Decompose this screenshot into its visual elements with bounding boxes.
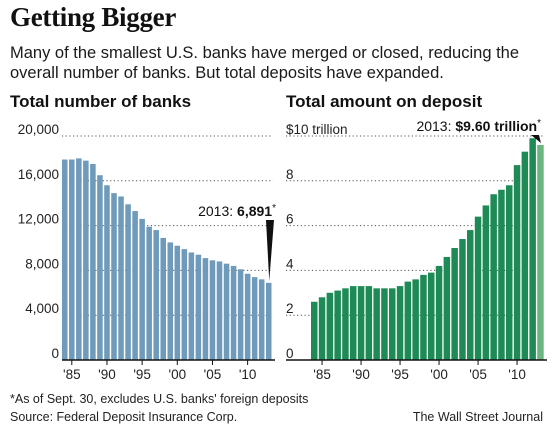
bar (209, 260, 216, 360)
bar (265, 282, 272, 360)
bar (357, 286, 365, 360)
bar (174, 245, 181, 360)
bar (83, 160, 89, 360)
deposits-panel-title: Total amount on deposit (286, 92, 483, 111)
y-tick-label: 0 (286, 346, 294, 361)
bar (435, 265, 443, 360)
bar (506, 185, 513, 360)
y-tick-label: 4,000 (25, 301, 59, 316)
bar (428, 272, 435, 360)
bar (118, 196, 124, 360)
x-tick-label: '90 (98, 367, 116, 382)
bar (195, 254, 202, 360)
y-tick-label: 8,000 (25, 256, 59, 271)
bar (537, 144, 544, 360)
banks-bar-chart: 0 4,000 8,000 12,000 16,000 20,000 '85 '90 '95 '0… (18, 122, 276, 382)
bar (373, 288, 380, 360)
x-tick-label: '85 (63, 367, 81, 382)
bar (396, 286, 404, 360)
bar (498, 189, 505, 360)
bar (350, 286, 357, 360)
bar (467, 230, 474, 360)
bar (111, 193, 117, 360)
y-tick-label: 6 (286, 212, 294, 227)
x-tick-label: '00 (169, 367, 187, 382)
annotation-pointer (531, 135, 541, 143)
bar (342, 288, 349, 360)
bar (365, 286, 373, 360)
footnote: *As of Sept. 30, excludes U.S. banks' fo… (10, 392, 309, 406)
deposits-bar-chart: 0 2 4 6 8 $10 trillion '85 '90 '95 '00 '05 '10 2013:… (286, 118, 547, 382)
annotation-label: 2013: 6,891* (198, 203, 276, 219)
x-tick-label: '00 (430, 367, 448, 382)
bar (381, 288, 388, 360)
bar (153, 230, 159, 360)
bar (420, 274, 427, 360)
bar (521, 151, 529, 360)
bar (181, 249, 188, 360)
bar (97, 175, 103, 360)
chart-title: Getting Bigger (10, 2, 177, 32)
x-tick-label: '10 (508, 367, 526, 382)
chart-subtitle: Many of the smallest U.S. banks have mer… (10, 44, 520, 82)
bar (482, 205, 490, 360)
y-tick-label: 2 (286, 301, 294, 316)
annotation-label: 2013: $9.60 trillion* (416, 118, 541, 134)
bar (404, 281, 412, 360)
x-tick-label: '10 (239, 367, 257, 382)
x-tick-label: '05 (204, 367, 222, 382)
x-tick-label: '90 (352, 367, 370, 382)
bar (258, 279, 265, 360)
bar (125, 204, 131, 360)
bar (139, 218, 145, 360)
x-tick-label: '95 (391, 367, 409, 382)
bar (202, 258, 209, 360)
banks-panel-title: Total number of banks (10, 92, 192, 111)
bar (474, 216, 482, 360)
x-tick-label: '85 (313, 367, 331, 382)
y-tick-label: 12,000 (18, 212, 59, 227)
bar (412, 279, 419, 360)
y-tick-label: 0 (51, 346, 59, 361)
bar (389, 288, 396, 360)
bar (513, 165, 521, 360)
bar (104, 185, 110, 360)
bar (459, 239, 466, 360)
x-tick-label: '05 (469, 367, 487, 382)
y-tick-label: 8 (286, 167, 294, 182)
bar (529, 138, 536, 360)
bar (90, 164, 96, 360)
bar (216, 261, 223, 360)
x-tick-label: '95 (133, 367, 151, 382)
bar (244, 273, 251, 360)
bar (334, 290, 341, 360)
bar (490, 194, 497, 360)
bar (443, 256, 451, 360)
y-tick-label: 16,000 (18, 167, 59, 182)
bar (230, 265, 237, 360)
y-tick-label: 20,000 (18, 122, 59, 137)
bar (160, 237, 166, 360)
bar (146, 226, 152, 360)
bar (69, 159, 75, 360)
publisher-credit: The Wall Street Journal (412, 410, 543, 424)
bar (318, 297, 326, 360)
bar (451, 248, 458, 360)
bar (76, 158, 82, 360)
y-tick-label: 4 (286, 256, 294, 271)
bar (251, 277, 258, 360)
y-tick-label: $10 trillion (286, 122, 348, 137)
bar (188, 252, 195, 360)
annotation-pointer (266, 220, 274, 281)
bar (326, 292, 334, 360)
bar (311, 301, 318, 360)
bar (62, 159, 68, 360)
bar (132, 211, 138, 360)
bar (167, 242, 174, 360)
source-note: Source: Federal Deposit Insurance Corp. (10, 410, 238, 424)
bar (223, 263, 230, 360)
bar (237, 269, 244, 360)
